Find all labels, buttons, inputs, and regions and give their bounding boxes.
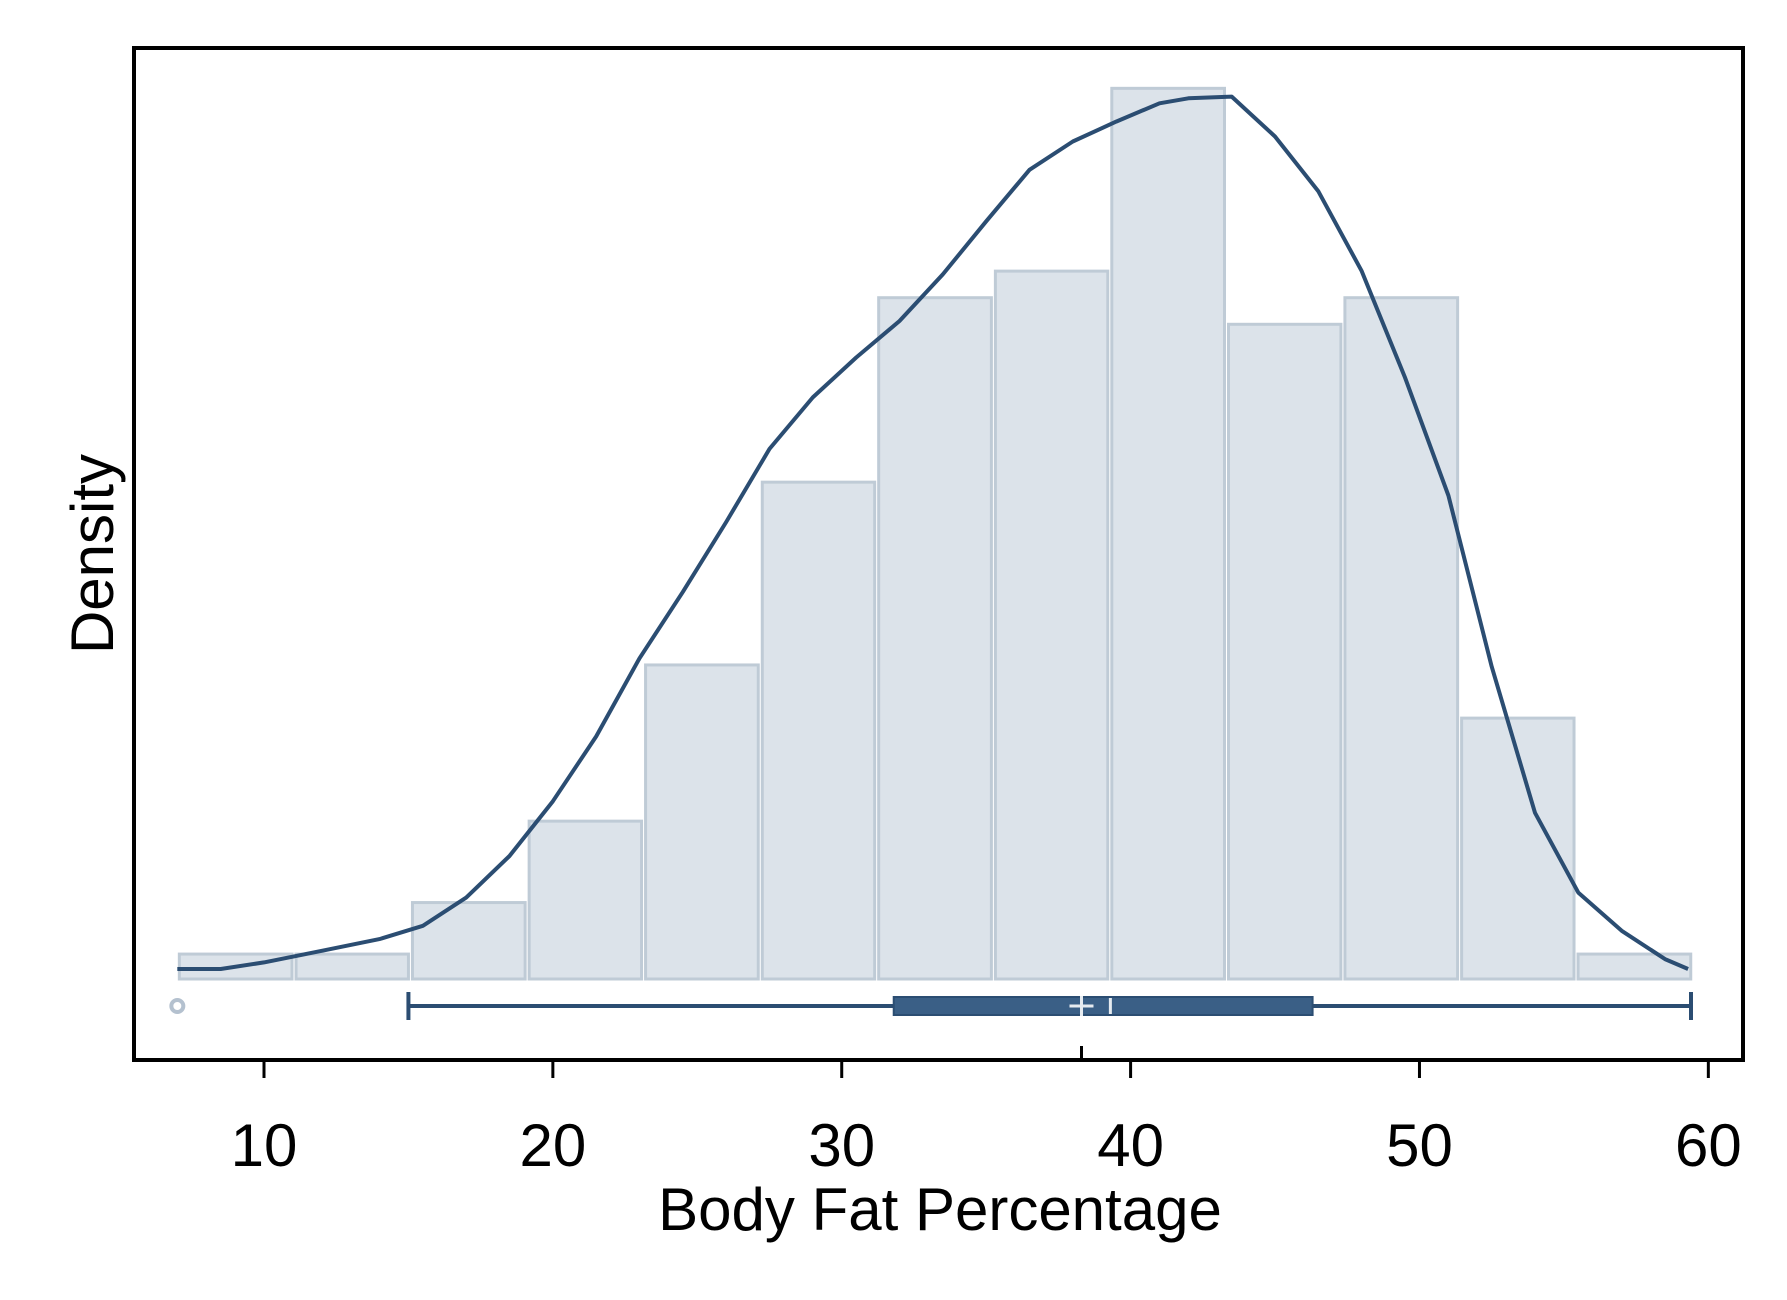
y-axis-label: Density (59, 454, 126, 654)
x-tick-label: 40 (1097, 1112, 1164, 1179)
histogram-bar (644, 663, 760, 981)
histogram-bar (1343, 296, 1460, 981)
x-axis-label: Body Fat Percentage (658, 1176, 1222, 1243)
x-axis: 10 20 30 40 50 60 (231, 1060, 1742, 1179)
x-tick-label: 30 (808, 1112, 875, 1179)
histogram-bar (760, 480, 877, 981)
histogram-bar (1227, 322, 1343, 981)
histogram-bar (527, 819, 644, 981)
histogram-bar (410, 901, 527, 981)
x-tick-label: 60 (1675, 1112, 1742, 1179)
plot-frame (132, 46, 1745, 1062)
x-tick-label: 10 (231, 1112, 298, 1179)
histogram-bar (877, 296, 993, 981)
histogram-bar (1576, 952, 1693, 981)
boxplot-box (892, 996, 1314, 1016)
histogram-bar (1110, 86, 1227, 981)
boxplot (169, 992, 1694, 1060)
x-tick-label: 50 (1386, 1112, 1453, 1179)
boxplot-outlier (169, 998, 186, 1014)
x-tick-label: 20 (519, 1112, 586, 1179)
histogram-bars (177, 86, 1693, 981)
density-curve (177, 94, 1689, 971)
histogram-bar (993, 269, 1110, 981)
histogram-bar (294, 952, 410, 981)
histogram-bar (177, 952, 294, 981)
